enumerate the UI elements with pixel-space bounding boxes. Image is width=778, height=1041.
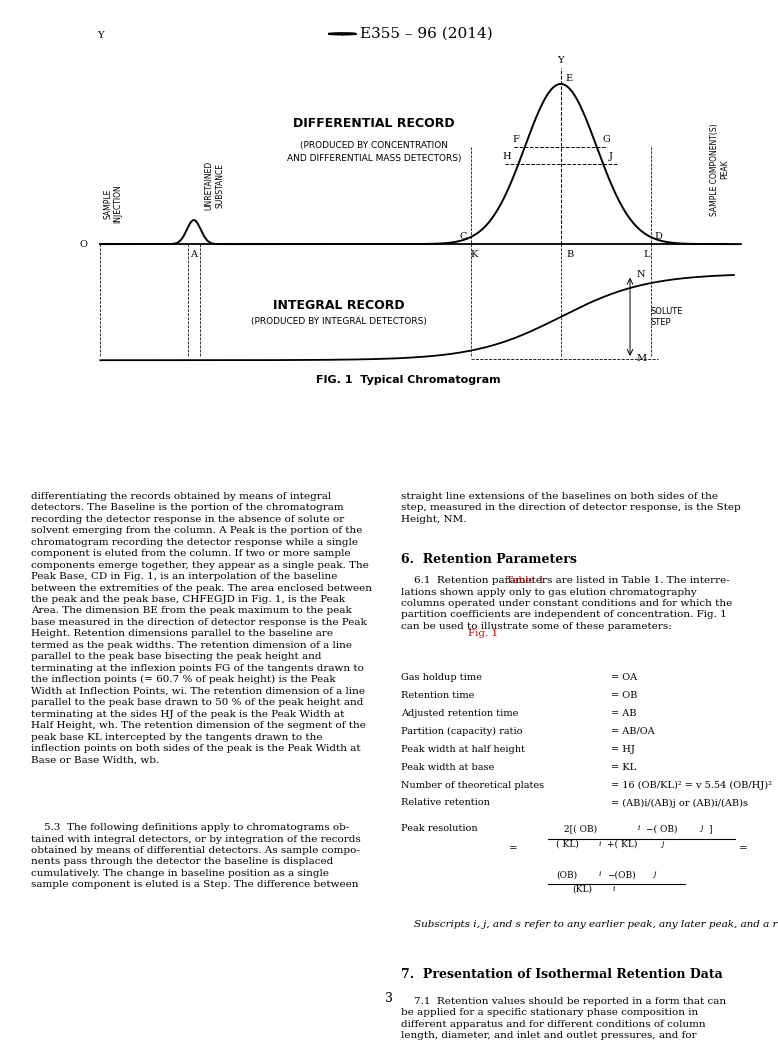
Text: i: i [612,885,615,892]
Text: Partition (capacity) ratio: Partition (capacity) ratio [401,727,522,736]
Text: (KL): (KL) [572,885,592,893]
Text: H: H [503,152,511,161]
Text: (PRODUCED BY CONCENTRATION: (PRODUCED BY CONCENTRATION [300,141,448,150]
Text: Peak resolution: Peak resolution [401,824,477,833]
Text: N: N [637,271,646,279]
Text: F: F [513,134,519,144]
Text: B: B [566,250,573,259]
Text: j: j [700,824,703,832]
Text: E355 – 96 (2014): E355 – 96 (2014) [360,27,493,41]
Text: Peak width at base: Peak width at base [401,763,494,771]
Text: UNRETAINED
SUBSTANCE: UNRETAINED SUBSTANCE [205,160,224,210]
Text: j: j [654,870,656,879]
Text: A: A [191,250,198,259]
Text: i: i [599,840,601,848]
Text: j: j [661,840,664,848]
Text: ( KL): ( KL) [556,840,579,849]
Text: Y: Y [558,56,564,66]
Text: Number of theoretical plates: Number of theoretical plates [401,781,544,789]
Text: −(OB): −(OB) [607,870,636,880]
Text: INTEGRAL RECORD: INTEGRAL RECORD [273,299,405,312]
Text: G: G [602,134,610,144]
Text: Fig. 1: Fig. 1 [468,630,499,638]
Text: −( OB): −( OB) [646,824,677,833]
Text: M: M [637,354,647,363]
Text: Peak width at half height: Peak width at half height [401,744,524,754]
Text: Subscripts i, j, and s refer to any earlier peak, any later peak, and a referenc: Subscripts i, j, and s refer to any earl… [401,920,778,930]
Text: = AB: = AB [611,709,636,718]
Text: O: O [80,239,88,249]
Text: 7.1  Retention values should be reported in a form that can
be applied for a spe: 7.1 Retention values should be reported … [401,996,738,1041]
Text: L: L [644,250,650,259]
Text: = 16 (OB/KL)² = v 5.54 (OB/HJ)²: = 16 (OB/KL)² = v 5.54 (OB/HJ)² [611,781,772,790]
Text: =: = [739,844,748,854]
Text: E: E [566,74,573,82]
Text: i: i [638,824,640,832]
Text: Gas holdup time: Gas holdup time [401,674,482,682]
Text: = OB: = OB [611,691,637,701]
Text: Adjusted retention time: Adjusted retention time [401,709,518,718]
Text: 6.  Retention Parameters: 6. Retention Parameters [401,554,576,566]
Text: (OB): (OB) [556,870,577,880]
Text: = OA: = OA [611,674,637,682]
Text: straight line extensions of the baselines on both sides of the
step, measured in: straight line extensions of the baseline… [401,492,741,524]
Text: = (AB)i/(AB)j or (AB)i/(AB)s: = (AB)i/(AB)j or (AB)i/(AB)s [611,798,748,808]
Text: =: = [509,844,517,854]
Text: Y: Y [97,31,103,40]
Text: D: D [654,232,662,240]
Text: ]: ] [708,824,711,833]
Text: 5.3  The following definitions apply to chromatograms ob-
tained with integral d: 5.3 The following definitions apply to c… [31,823,361,889]
Text: SAMPLE
INJECTION: SAMPLE INJECTION [103,184,122,224]
Text: Relative retention: Relative retention [401,798,489,808]
Text: K: K [471,250,478,259]
Text: 7.  Presentation of Isothermal Retention Data: 7. Presentation of Isothermal Retention … [401,968,723,981]
Text: 2[( OB): 2[( OB) [564,824,598,833]
Text: SOLUTE
STEP: SOLUTE STEP [650,307,683,327]
Text: (PRODUCED BY INTEGRAL DETECTORS): (PRODUCED BY INTEGRAL DETECTORS) [251,318,427,326]
Text: +( KL): +( KL) [607,840,637,849]
Text: SAMPLE COMPONENT(S)
PEAK: SAMPLE COMPONENT(S) PEAK [710,123,730,215]
Text: FIG. 1  Typical Chromatogram: FIG. 1 Typical Chromatogram [316,375,501,385]
Text: = KL: = KL [611,763,636,771]
Text: Retention time: Retention time [401,691,474,701]
Text: differentiating the records obtained by means of integral
detectors. The Baselin: differentiating the records obtained by … [31,492,372,764]
Text: i: i [599,870,601,879]
Text: 6.1  Retention parameters are listed in Table 1. The interre-
lations shown appl: 6.1 Retention parameters are listed in T… [401,576,732,631]
Text: Table 1: Table 1 [506,576,544,585]
Text: J: J [608,152,613,161]
Text: 3: 3 [385,991,393,1005]
Text: = AB/OA: = AB/OA [611,727,654,736]
Text: DIFFERENTIAL RECORD: DIFFERENTIAL RECORD [293,118,454,130]
Text: AND DIFFERENTIAL MASS DETECTORS): AND DIFFERENTIAL MASS DETECTORS) [286,154,461,163]
Text: C: C [460,232,468,240]
Text: = HJ: = HJ [611,744,635,754]
